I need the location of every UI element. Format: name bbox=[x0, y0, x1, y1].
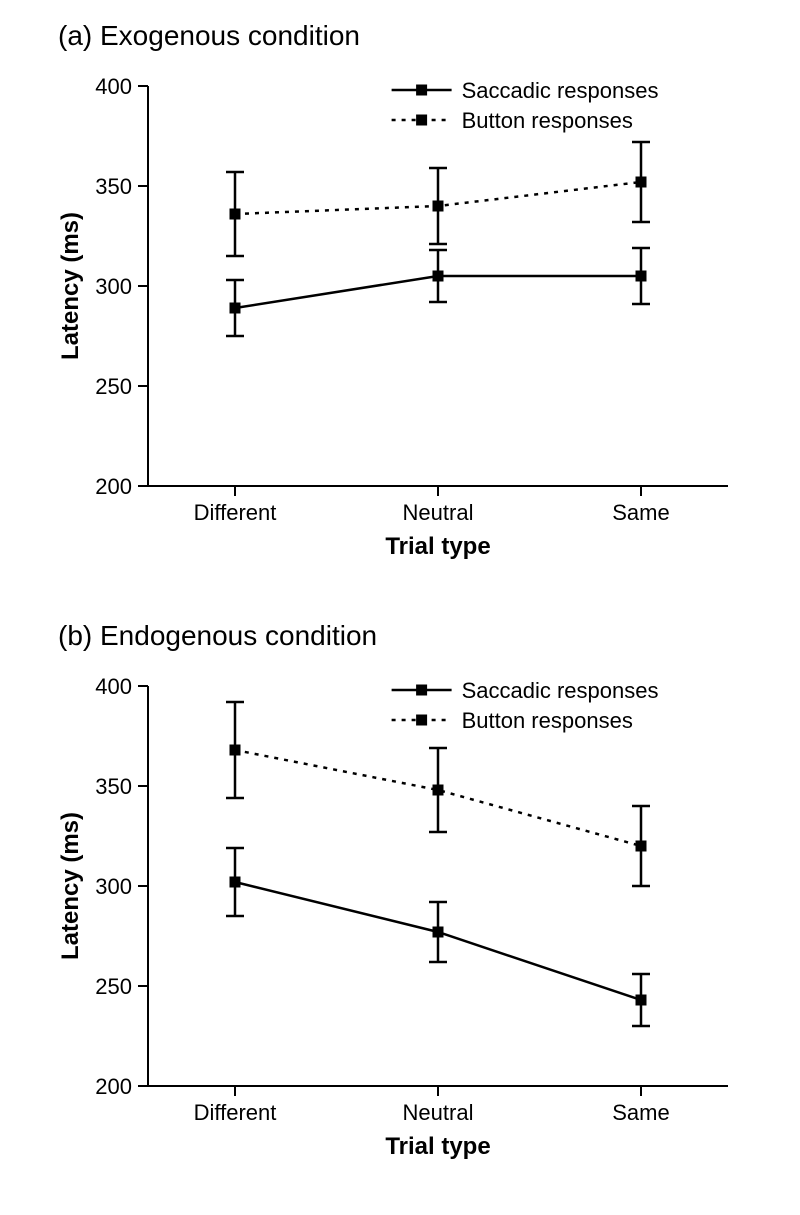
svg-text:Trial type: Trial type bbox=[385, 533, 490, 560]
chart-svg-a: 200 250 300 350 400 Latency (ms) Different Neut… bbox=[40, 56, 760, 576]
svg-text:Neutral: Neutral bbox=[403, 500, 474, 525]
svg-text:250: 250 bbox=[95, 974, 132, 999]
svg-text:Same: Same bbox=[612, 1100, 669, 1125]
chart-a: 200 250 300 350 400 Latency (ms) Different Neut… bbox=[40, 56, 760, 576]
panel-exogenous: (a) Exogenous condition 200 250 300 350 400 L… bbox=[40, 20, 760, 576]
svg-text:300: 300 bbox=[95, 874, 132, 899]
svg-text:300: 300 bbox=[95, 274, 132, 299]
svg-text:Latency (ms): Latency (ms) bbox=[57, 212, 84, 360]
figure-page: (a) Exogenous condition 200 250 300 350 400 L… bbox=[0, 0, 800, 1215]
svg-text:Different: Different bbox=[194, 1100, 277, 1125]
svg-text:Button responses: Button responses bbox=[462, 108, 633, 133]
svg-text:400: 400 bbox=[95, 674, 132, 699]
svg-text:200: 200 bbox=[95, 1074, 132, 1099]
svg-text:Saccadic responses: Saccadic responses bbox=[462, 78, 659, 103]
svg-text:Saccadic responses: Saccadic responses bbox=[462, 678, 659, 703]
chart-svg-b: 200 250 300 350 400 Latency (ms) Different Neut… bbox=[40, 656, 760, 1176]
svg-text:350: 350 bbox=[95, 774, 132, 799]
svg-text:250: 250 bbox=[95, 374, 132, 399]
panel-title-b: (b) Endogenous condition bbox=[58, 620, 760, 652]
svg-text:Trial type: Trial type bbox=[385, 1133, 490, 1160]
svg-text:Different: Different bbox=[194, 500, 277, 525]
svg-text:200: 200 bbox=[95, 474, 132, 499]
svg-text:Neutral: Neutral bbox=[403, 1100, 474, 1125]
svg-text:Same: Same bbox=[612, 500, 669, 525]
svg-text:350: 350 bbox=[95, 174, 132, 199]
svg-text:400: 400 bbox=[95, 74, 132, 99]
svg-text:Button responses: Button responses bbox=[462, 708, 633, 733]
panel-title-a: (a) Exogenous condition bbox=[58, 20, 760, 52]
panel-endogenous: (b) Endogenous condition 200 250 300 350 400… bbox=[40, 620, 760, 1176]
svg-text:Latency (ms): Latency (ms) bbox=[57, 812, 84, 960]
chart-b: 200 250 300 350 400 Latency (ms) Different Neut… bbox=[40, 656, 760, 1176]
